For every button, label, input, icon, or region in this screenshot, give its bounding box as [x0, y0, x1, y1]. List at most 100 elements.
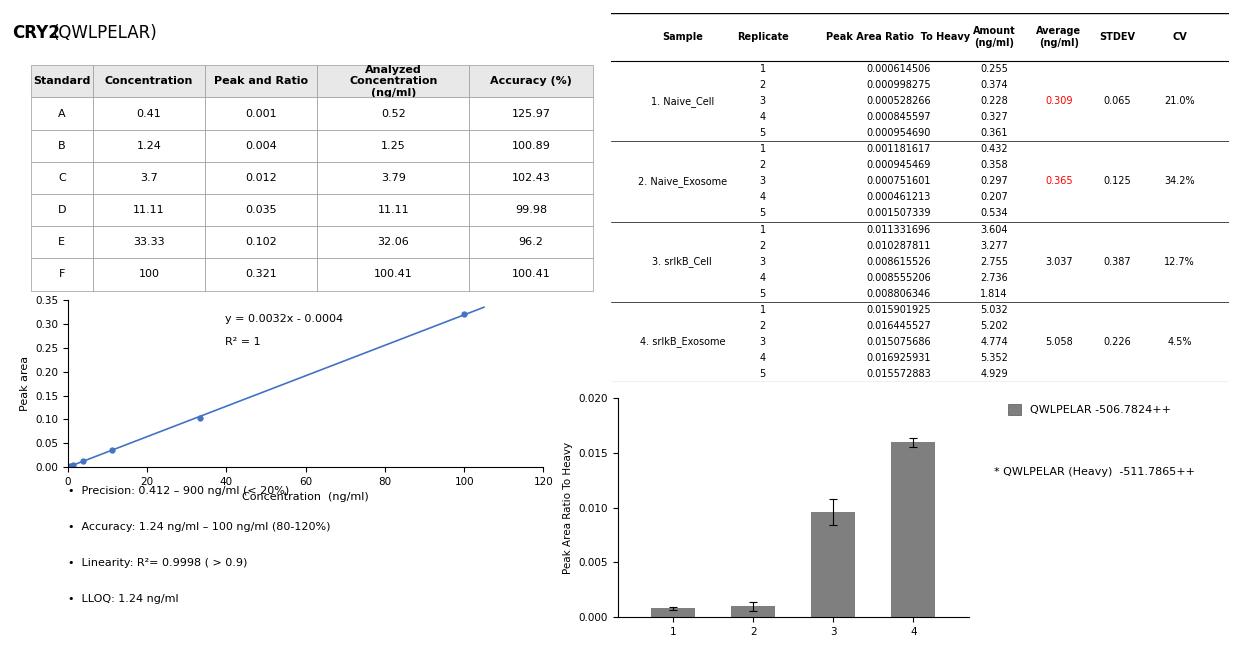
Text: 5: 5	[760, 208, 766, 219]
Text: 5: 5	[760, 289, 766, 298]
Text: 0.000998275: 0.000998275	[866, 80, 931, 90]
Text: 0.207: 0.207	[981, 193, 1008, 202]
Text: 2: 2	[760, 161, 766, 170]
Text: 1.814: 1.814	[981, 289, 1008, 298]
Text: 0.008806346: 0.008806346	[866, 289, 931, 298]
Bar	[731, 607, 776, 617]
Text: 12.7%: 12.7%	[1165, 257, 1194, 266]
Text: 0.001181617: 0.001181617	[866, 144, 931, 154]
Text: 0.015901925: 0.015901925	[866, 305, 931, 315]
Text: 5: 5	[760, 369, 766, 379]
Text: 0.000751601: 0.000751601	[866, 176, 931, 186]
Text: 0.327: 0.327	[981, 112, 1008, 122]
Text: 0.432: 0.432	[981, 144, 1008, 154]
Text: •  Accuracy: 1.24 ng/ml – 100 ng/ml (80-120%): • Accuracy: 1.24 ng/ml – 100 ng/ml (80-1…	[68, 522, 331, 532]
Text: Sample: Sample	[662, 32, 703, 42]
Text: 1: 1	[760, 64, 766, 74]
Text: •  Linearity: R²= 0.9998 ( > 0.9): • Linearity: R²= 0.9998 ( > 0.9)	[68, 558, 247, 568]
Text: 3: 3	[760, 96, 766, 106]
Text: 0.008615526: 0.008615526	[866, 257, 931, 266]
Text: 1. Naive_Cell: 1. Naive_Cell	[651, 96, 714, 106]
Text: 5.202: 5.202	[981, 321, 1008, 331]
Text: 34.2%: 34.2%	[1165, 176, 1194, 186]
Text: y = 0.0032x - 0.0004: y = 0.0032x - 0.0004	[225, 313, 343, 324]
Text: 4: 4	[760, 353, 766, 363]
Text: 3.604: 3.604	[981, 225, 1008, 234]
Text: 0.010287811: 0.010287811	[866, 240, 931, 251]
X-axis label: Concentration  (ng/ml): Concentration (ng/ml)	[242, 492, 369, 502]
Text: 0.000954690: 0.000954690	[866, 128, 931, 138]
Text: 0.125: 0.125	[1104, 176, 1131, 186]
Text: * QWLPELAR (Heavy)  -511.7865++: * QWLPELAR (Heavy) -511.7865++	[994, 467, 1195, 477]
Text: (QWLPELAR): (QWLPELAR)	[53, 24, 157, 42]
Text: •  LLOQ: 1.24 ng/ml: • LLOQ: 1.24 ng/ml	[68, 594, 179, 604]
Text: 2: 2	[760, 240, 766, 251]
Text: 4.929: 4.929	[981, 369, 1008, 379]
Text: 3: 3	[760, 257, 766, 266]
Text: 0.361: 0.361	[981, 128, 1008, 138]
Text: 0.015075686: 0.015075686	[866, 337, 931, 347]
Y-axis label: Peak Area Ratio To Heavy: Peak Area Ratio To Heavy	[563, 441, 573, 574]
Text: 5: 5	[760, 128, 766, 138]
Text: 2: 2	[760, 321, 766, 331]
Text: Average
(ng/ml): Average (ng/ml)	[1036, 26, 1082, 48]
Text: 0.011331696: 0.011331696	[866, 225, 931, 234]
Text: 0.000845597: 0.000845597	[866, 112, 931, 122]
Text: 0.016925931: 0.016925931	[866, 353, 931, 363]
Text: 4.5%: 4.5%	[1167, 337, 1192, 347]
Text: Amount
(ng/ml): Amount (ng/ml)	[973, 26, 1015, 48]
Text: 0.000614506: 0.000614506	[866, 64, 931, 74]
Text: Replicate: Replicate	[737, 32, 788, 42]
Text: 3: 3	[760, 176, 766, 186]
Text: CV: CV	[1172, 32, 1187, 42]
Text: 0.226: 0.226	[1104, 337, 1131, 347]
Text: Peak Area Ratio  To Heavy: Peak Area Ratio To Heavy	[826, 32, 971, 42]
Text: 0.015572883: 0.015572883	[866, 369, 931, 379]
Text: 5.058: 5.058	[1045, 337, 1073, 347]
Text: 4.774: 4.774	[981, 337, 1008, 347]
Text: •  Precision: 0.412 – 900 ng/ml (< 20%): • Precision: 0.412 – 900 ng/ml (< 20%)	[68, 486, 289, 496]
Text: 5.032: 5.032	[981, 305, 1008, 315]
Bar	[652, 609, 695, 617]
Text: 0.228: 0.228	[981, 96, 1008, 106]
Text: 1: 1	[760, 305, 766, 315]
Text: 0.000461213: 0.000461213	[866, 193, 931, 202]
Text: 3.277: 3.277	[981, 240, 1008, 251]
Text: 3: 3	[760, 337, 766, 347]
Text: 0.534: 0.534	[981, 208, 1008, 219]
Text: R² = 1: R² = 1	[225, 337, 261, 347]
Legend: QWLPELAR -506.7824++: QWLPELAR -506.7824++	[1003, 400, 1176, 420]
Text: 0.016445527: 0.016445527	[866, 321, 931, 331]
Text: 1: 1	[760, 144, 766, 154]
Text: 3.037: 3.037	[1045, 257, 1073, 266]
Text: 4: 4	[760, 193, 766, 202]
Text: 4. srIkB_Exosome: 4. srIkB_Exosome	[640, 336, 725, 347]
Text: 0.065: 0.065	[1104, 96, 1131, 106]
Text: 0.365: 0.365	[1045, 176, 1073, 186]
Text: 0.008555206: 0.008555206	[866, 273, 931, 283]
Text: 2.755: 2.755	[981, 257, 1008, 266]
Text: CRY2: CRY2	[12, 24, 61, 42]
Text: 0.255: 0.255	[981, 64, 1008, 74]
Text: 2.736: 2.736	[981, 273, 1008, 283]
Bar	[811, 512, 856, 617]
Text: 0.001507339: 0.001507339	[866, 208, 931, 219]
Text: 0.297: 0.297	[981, 176, 1008, 186]
Text: 2. Naive_Exosome: 2. Naive_Exosome	[637, 176, 727, 187]
Text: 0.000528266: 0.000528266	[866, 96, 931, 106]
Text: 0.000945469: 0.000945469	[866, 161, 931, 170]
Text: 4: 4	[760, 273, 766, 283]
Text: 21.0%: 21.0%	[1165, 96, 1194, 106]
Text: 1: 1	[760, 225, 766, 234]
Text: 4: 4	[760, 112, 766, 122]
Bar	[892, 442, 935, 617]
Text: 2: 2	[760, 80, 766, 90]
Text: 5.352: 5.352	[981, 353, 1008, 363]
Text: 0.309: 0.309	[1045, 96, 1073, 106]
Text: 0.358: 0.358	[981, 161, 1008, 170]
Text: 0.374: 0.374	[981, 80, 1008, 90]
Y-axis label: Peak area: Peak area	[20, 356, 30, 411]
Text: 3. srIkB_Cell: 3. srIkB_Cell	[652, 256, 713, 267]
Text: 0.387: 0.387	[1104, 257, 1131, 266]
Text: STDEV: STDEV	[1099, 32, 1136, 42]
